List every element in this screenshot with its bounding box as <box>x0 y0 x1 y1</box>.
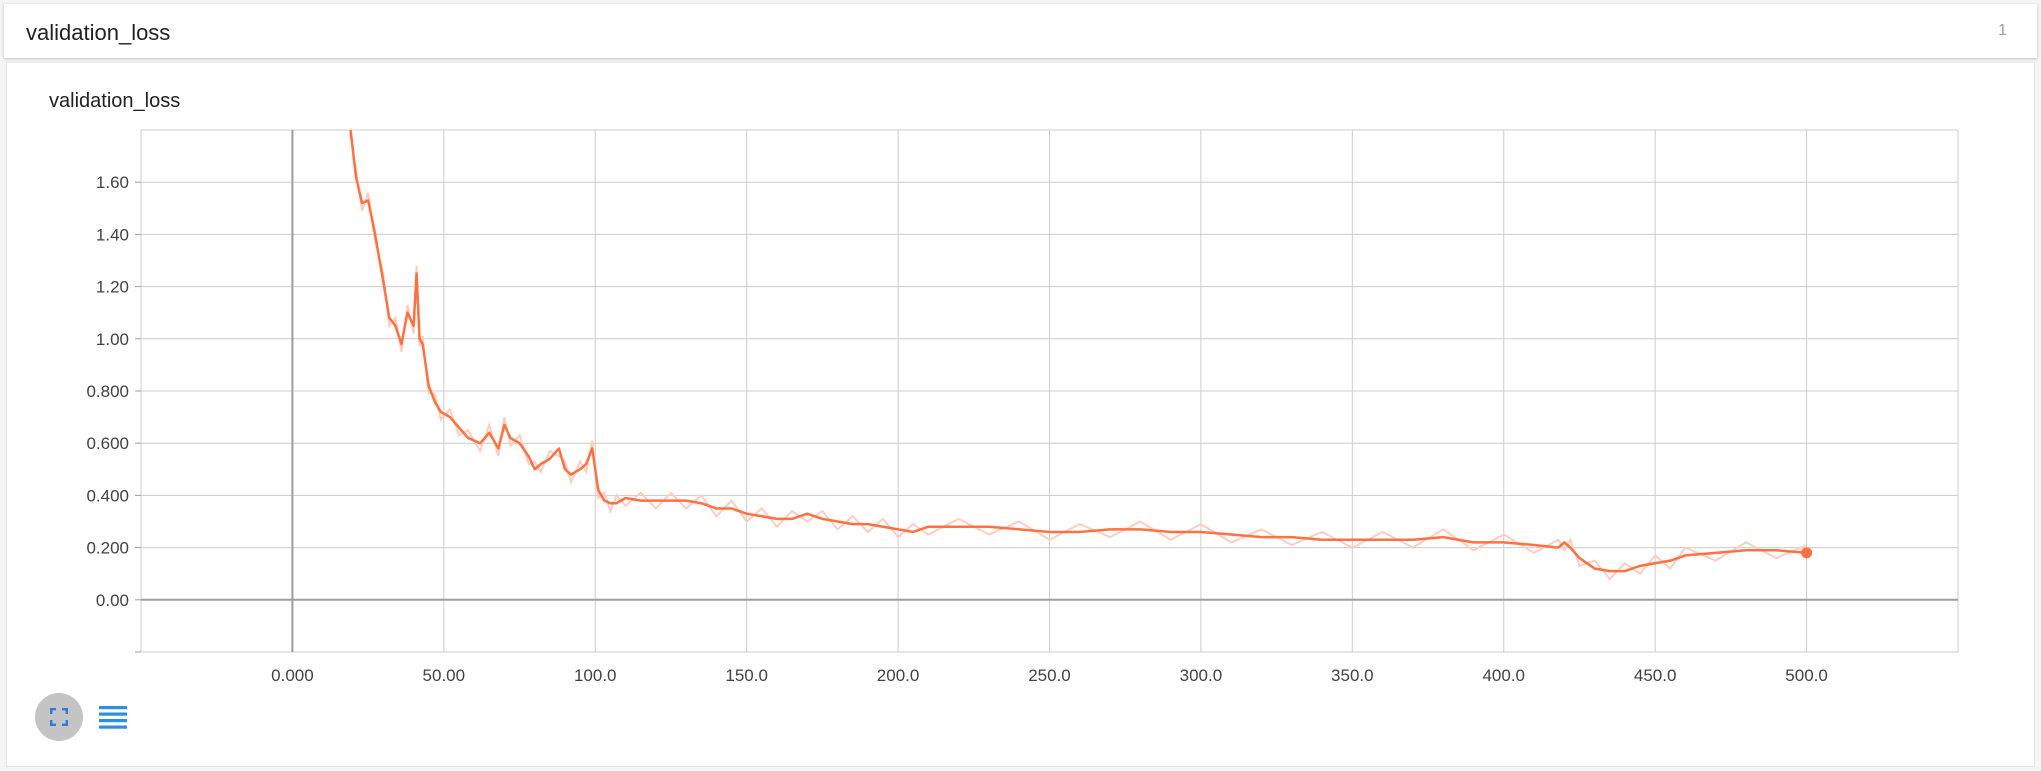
y-tick-label: 1.60 <box>96 173 129 192</box>
chart-title: validation_loss <box>49 90 181 112</box>
header-bar: validation_loss 1 <box>4 4 2037 58</box>
x-tick-label: 200.0 <box>877 666 920 685</box>
list-icon <box>99 706 127 729</box>
x-tick-label: 100.0 <box>574 666 617 685</box>
y-tick-label: 0.00 <box>96 591 129 610</box>
series-raw-line <box>348 132 1807 581</box>
toggle-log-scale-button[interactable] <box>97 701 129 733</box>
x-tick-label: 250.0 <box>1028 666 1071 685</box>
x-tick-label: 350.0 <box>1331 666 1374 685</box>
y-tick-label: 0.400 <box>86 486 129 505</box>
y-tick-label: 0.200 <box>86 539 129 558</box>
x-tick-label: 50.00 <box>423 666 466 685</box>
y-tick-label: 0.600 <box>86 434 129 453</box>
y-tick-label: 1.00 <box>96 330 129 349</box>
chart-card: validation_loss 0.00 0.200 0.400 0.600 0.800… <box>6 62 2035 767</box>
series-end-point <box>1801 547 1813 559</box>
item-count: 1 <box>1998 22 2007 39</box>
y-tick-label: 1.20 <box>96 278 129 297</box>
chart-plot[interactable]: 0.00 0.200 0.400 0.600 0.800 1.00 1.20 1.40 1.60… <box>7 63 2036 768</box>
series-line <box>349 130 1807 573</box>
expand-button[interactable] <box>35 693 83 741</box>
x-tick-label: 400.0 <box>1482 666 1525 685</box>
y-tick-label: 1.40 <box>96 225 129 244</box>
x-tick-label: 300.0 <box>1180 666 1223 685</box>
group-title: validation_loss <box>26 20 171 45</box>
y-tick-label: 0.800 <box>86 382 129 401</box>
fullscreen-icon <box>50 708 68 726</box>
x-tick-label: 0.000 <box>271 666 314 685</box>
x-tick-label: 500.0 <box>1785 666 1828 685</box>
x-tick-label: 150.0 <box>725 666 768 685</box>
x-tick-label: 450.0 <box>1634 666 1677 685</box>
